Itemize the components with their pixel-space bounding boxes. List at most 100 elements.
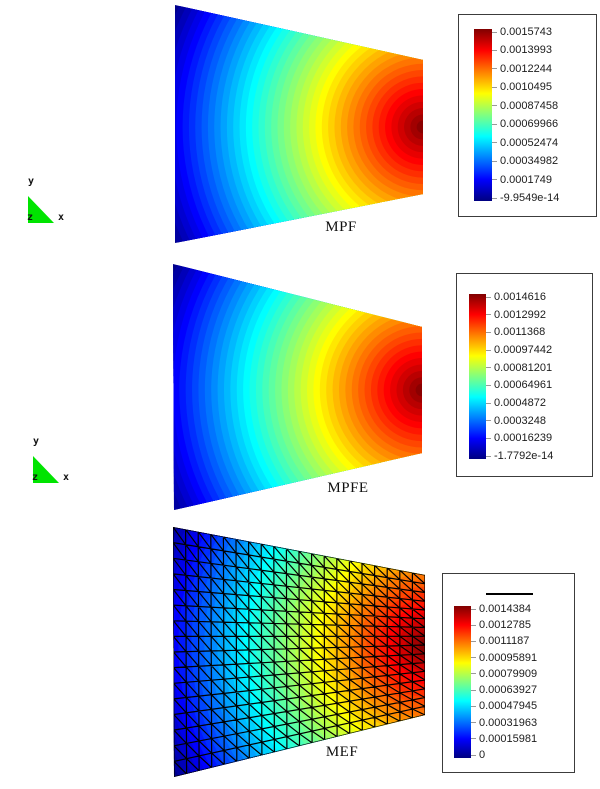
legend-box-mpf: 0.0015743 0.0013993 0.0012244 0.0010495 0.00… — [458, 14, 597, 217]
tick-value: 0.0015743 — [500, 26, 552, 38]
legend-tick: 0.00079909 — [471, 667, 537, 681]
tick-value: -1.7792e-14 — [494, 450, 554, 462]
axis-label-x: x — [58, 212, 65, 223]
legend-tick: 0.0004872 — [486, 396, 546, 410]
axis-label-z: z — [32, 472, 39, 483]
tick-mark — [486, 296, 491, 298]
tick-mark — [486, 420, 491, 422]
legend-tick: 0.0012992 — [486, 308, 546, 322]
legend-tick: 0.0012244 — [492, 62, 552, 76]
legend-tick: 0.0011187 — [471, 634, 529, 648]
tick-value: 0.00063927 — [479, 684, 538, 697]
legend-tick: 0.00016239 — [486, 431, 552, 445]
tick-mark — [471, 673, 476, 675]
legend-tick: 0.0013993 — [492, 43, 552, 57]
tick-value: 0.00052474 — [500, 136, 559, 149]
tick-value: 0.0012785 — [479, 619, 531, 632]
legend-tick: 0 — [471, 748, 485, 762]
legend-tick: 0.00052474 — [492, 136, 558, 150]
tick-mark — [486, 349, 491, 351]
tick-mark — [471, 705, 476, 707]
tick-mark — [486, 331, 491, 333]
tick-value: 0.00087458 — [500, 99, 559, 112]
tick-mark — [492, 68, 497, 70]
tick-mark — [471, 738, 476, 740]
legend-tick: 0.0011368 — [486, 325, 545, 339]
tick-value: 0.0014384 — [479, 603, 531, 615]
tick-value: 0.0011368 — [494, 326, 546, 339]
legend-tick: -9.9549e-14 — [492, 191, 559, 205]
plot-label-mef: MEF — [325, 744, 359, 760]
legend-tick: 0.00063927 — [471, 683, 537, 697]
tick-mark — [492, 123, 497, 125]
tick-value: 0.00047945 — [479, 700, 538, 713]
legend-tick: 0.00081201 — [486, 361, 552, 375]
legend-tick: 0.0014384 — [471, 602, 531, 616]
tick-mark — [486, 384, 491, 386]
tick-mark — [471, 722, 476, 724]
tick-value: 0.0011187 — [479, 635, 530, 648]
legend-tick: 0.0015743 — [492, 25, 552, 39]
tick-mark — [471, 624, 476, 626]
tick-value: 0.0004872 — [494, 397, 546, 409]
legend-tick: 0.0012785 — [471, 618, 531, 632]
tick-value: 0.00034982 — [500, 155, 559, 168]
legend-tick: 0.0003248 — [486, 414, 546, 428]
tick-value: 0.00079909 — [479, 667, 538, 680]
legend-tick: 0.0001749 — [492, 173, 552, 187]
tick-mark — [471, 689, 476, 691]
colorbar-mef — [454, 606, 471, 758]
tick-mark — [486, 402, 491, 404]
tick-mark — [492, 105, 497, 107]
legend-tick: 0.0014616 — [486, 290, 546, 304]
legend-tick: 0.00034982 — [492, 154, 558, 168]
tick-mark — [492, 179, 497, 181]
tick-mark — [471, 754, 476, 756]
tick-mark — [492, 31, 497, 33]
plot-label-mpf: MPF — [325, 219, 357, 235]
tick-value: 0 — [479, 749, 486, 761]
tick-mark — [471, 640, 476, 642]
tick-value: 0.0001749 — [500, 173, 552, 186]
tick-value: 0.00069966 — [500, 118, 559, 131]
tick-mark — [492, 160, 497, 162]
tick-mark — [486, 367, 491, 369]
tick-value: 0.00097442 — [494, 344, 553, 356]
tick-value: 0.00081201 — [494, 361, 553, 374]
tick-mark — [492, 142, 497, 144]
tick-value: 0.00015981 — [479, 732, 538, 745]
tick-value: 0.0012992 — [494, 308, 546, 321]
legend-tick: 0.00097442 — [486, 343, 552, 357]
tick-value: 0.00016239 — [494, 432, 553, 445]
tick-mark — [486, 314, 491, 316]
legend-tick: 0.00031963 — [471, 716, 537, 730]
legend-tick: 0.00069966 — [492, 117, 558, 131]
tick-mark — [471, 608, 476, 610]
axis-triad-top: y z x — [20, 176, 80, 226]
legend-tick: 0.00047945 — [471, 699, 537, 713]
legend-tick: 0.0010495 — [492, 80, 552, 94]
legend-tick: -1.7792e-14 — [486, 449, 553, 463]
tick-mark — [486, 455, 491, 457]
tick-mark — [492, 86, 497, 88]
colorbar-mpf — [474, 29, 492, 201]
tick-value: 0.00031963 — [479, 716, 538, 729]
colorbar-mpfe — [469, 294, 486, 459]
tick-mark — [492, 197, 497, 199]
legend-tick: 0.00015981 — [471, 732, 537, 746]
axis-label-z: z — [27, 212, 34, 223]
axis-label-y: y — [28, 176, 35, 187]
axis-triangle-icon — [28, 196, 54, 223]
tick-mark — [492, 49, 497, 51]
tick-value: 0.0010495 — [500, 81, 552, 94]
axis-label-y: y — [33, 436, 40, 447]
axis-triangle-icon — [33, 456, 59, 483]
legend-overline — [486, 593, 533, 595]
tick-value: 0.0003248 — [494, 414, 546, 427]
legend-box-mpfe: 0.0014616 0.0012992 0.0011368 0.00097442 0.0… — [456, 273, 593, 477]
tick-value: 0.0012244 — [500, 62, 552, 75]
axis-label-x: x — [63, 472, 70, 483]
tick-value: 0.0014616 — [494, 291, 546, 303]
